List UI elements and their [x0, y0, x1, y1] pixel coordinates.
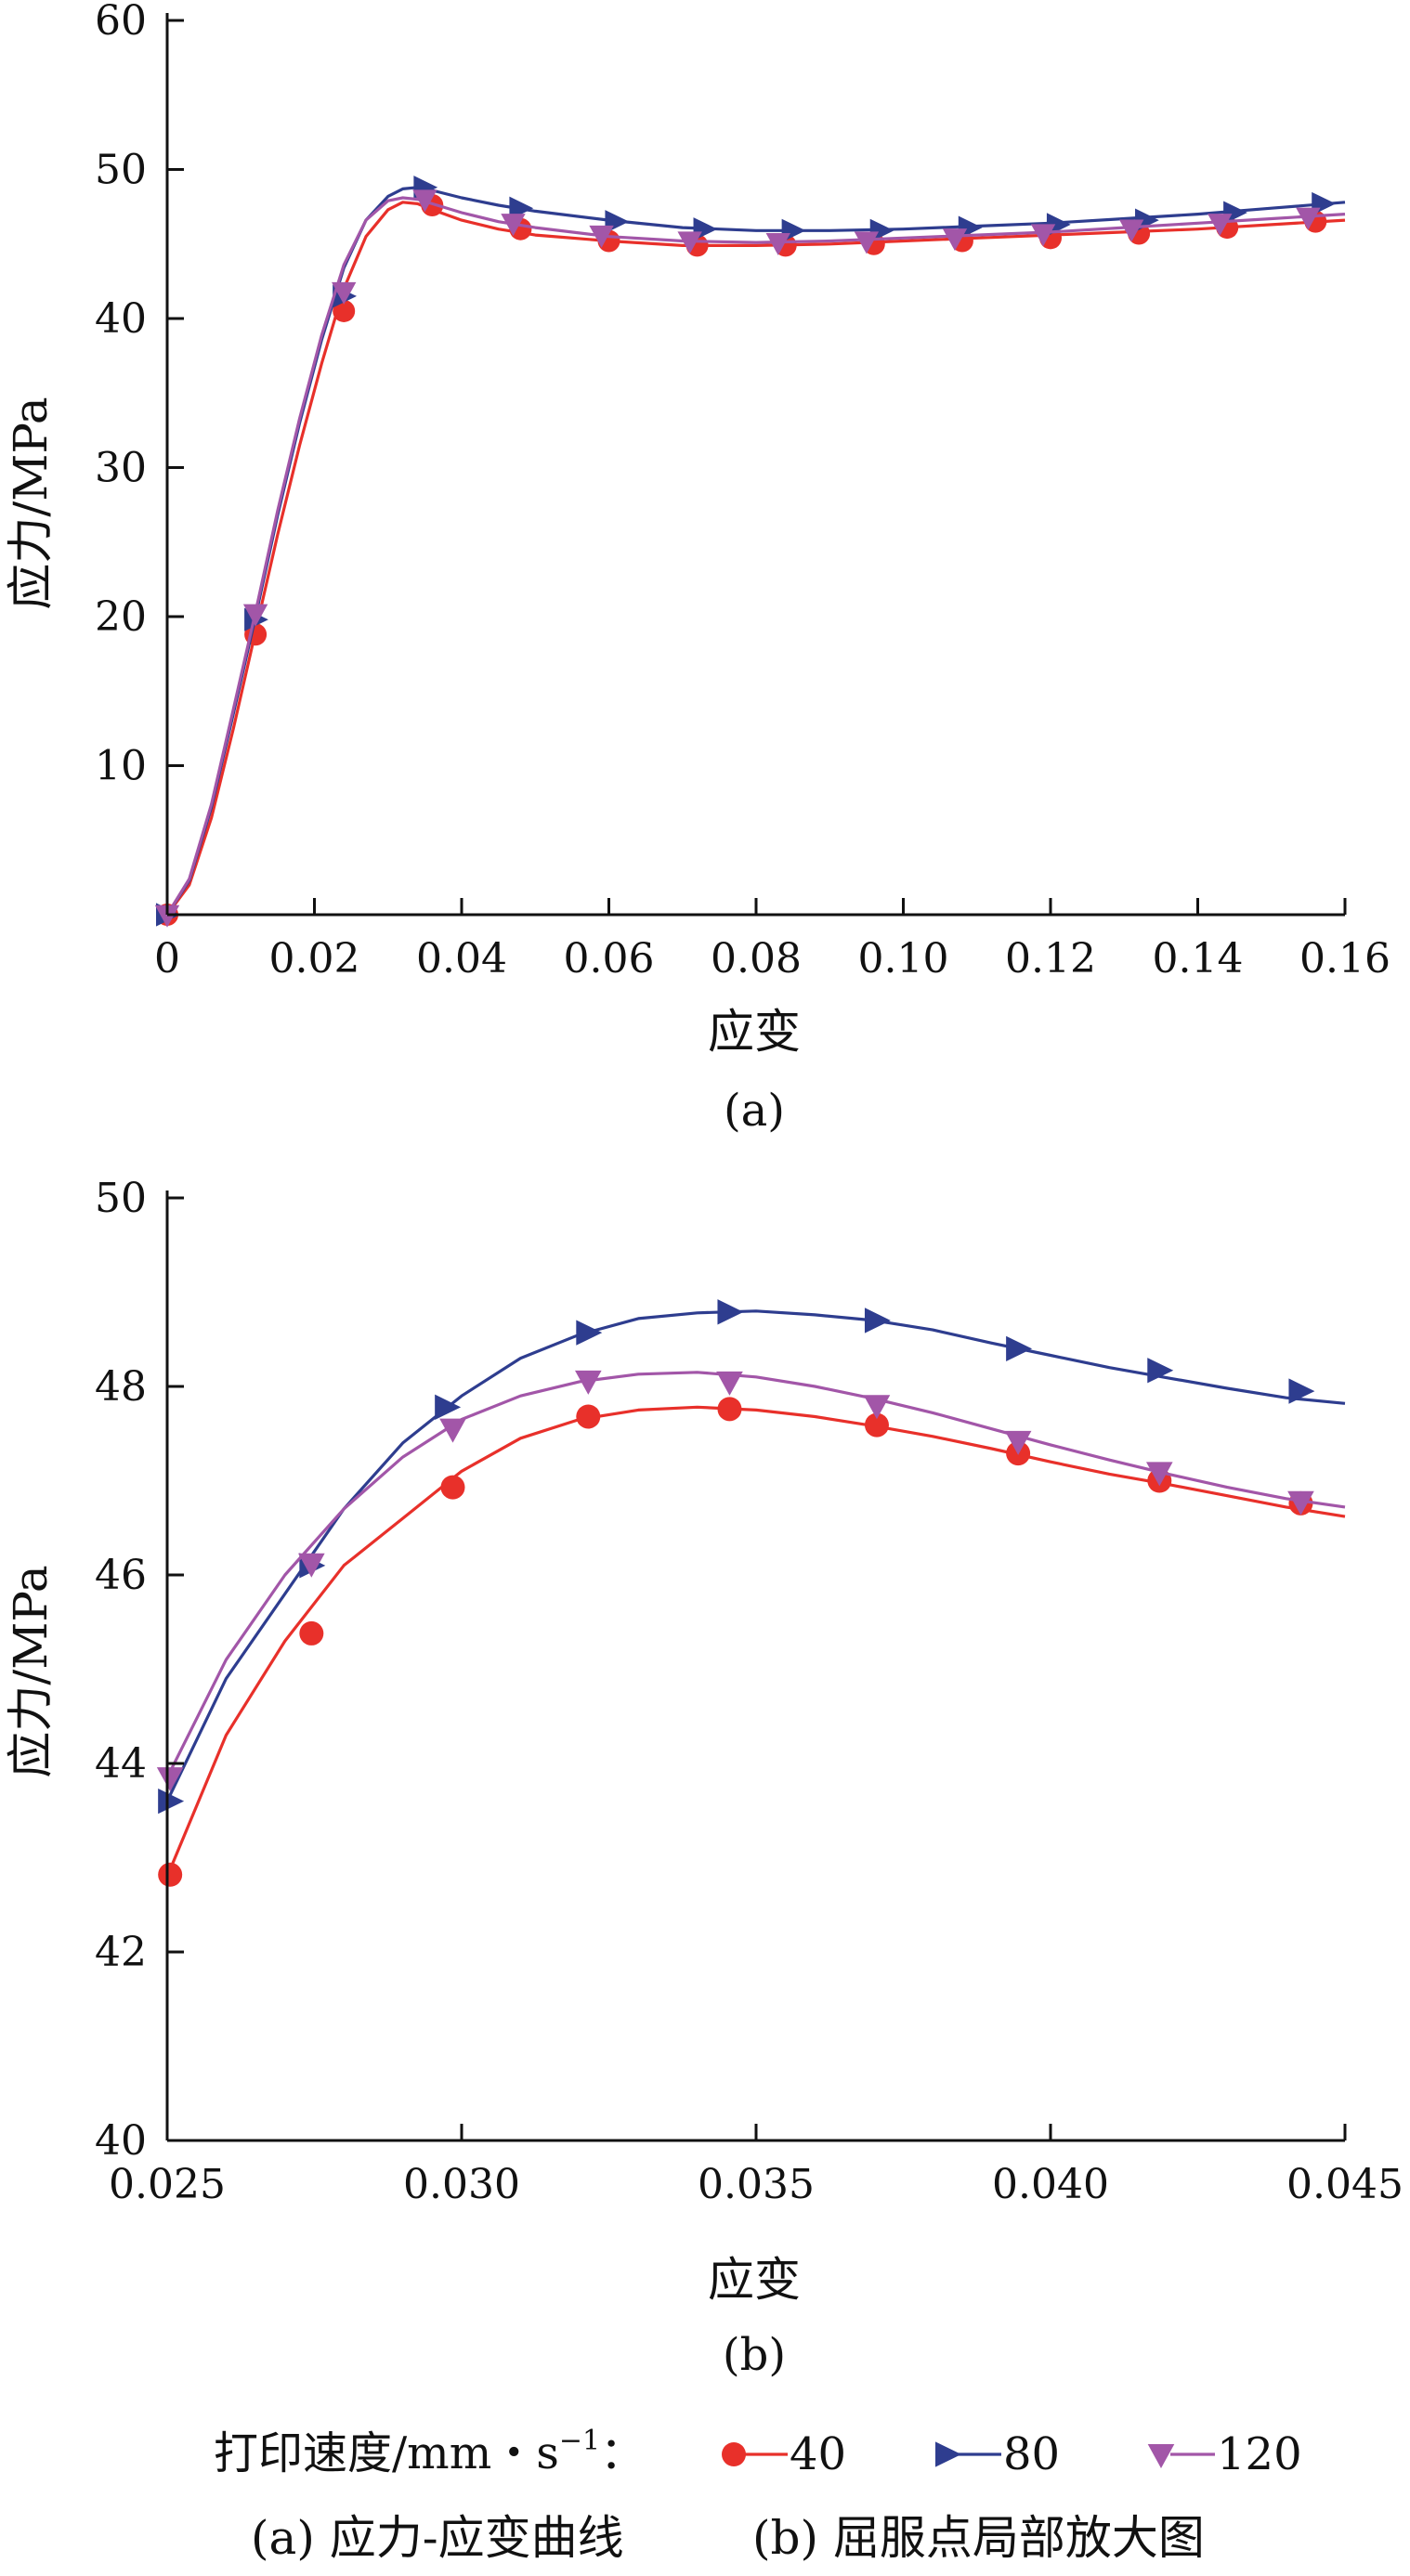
panel-a-xtick-label-7: 0.14: [1153, 935, 1244, 982]
panel-a-xlabel: 应变: [708, 1005, 801, 1059]
panel-a-series-120-line: [165, 196, 1346, 916]
panel-b-series-120-marker-1: [298, 1553, 325, 1578]
legend-label-40: 40: [790, 2428, 846, 2480]
legend-marker-120: [1147, 2443, 1175, 2468]
panel-a-axes: 0 0.02 0.04 0.06 0.08 0.10 0.12 0.14 0.16 10 20 30 4…: [95, 0, 1390, 982]
legend-items: 40 80 120: [722, 2428, 1302, 2480]
panel-b-series-120-marker-3: [575, 1370, 602, 1395]
panel-b-series-120-marker-2: [439, 1418, 466, 1443]
panel-b-xlabel: 应变: [708, 2253, 801, 2307]
panel-b-series-120-line: [165, 1371, 1346, 1778]
panel-b-ytick-label-1: 42: [95, 1929, 147, 1976]
panel-b-series-80-marker-5: [864, 1308, 891, 1334]
panel-a-series-40-line: [165, 201, 1346, 916]
panel-b-xtick-label-4: 0.045: [1286, 2161, 1403, 2208]
panel-b-series-80-marker-8: [1288, 1378, 1315, 1404]
panel-b-series-80-line: [165, 1309, 1346, 1802]
panel-b-ytick-label-2: 44: [95, 1740, 147, 1788]
panel-b-series-120-marker-0: [156, 1767, 184, 1792]
panel-a-series-120-marker-13: [1296, 207, 1321, 230]
panel-b-xtick-label-0: 0.025: [109, 2161, 226, 2208]
panel-a-marks: [154, 176, 1346, 928]
panel-b-ylabel: 应力/MPa: [4, 1565, 58, 1777]
caption: (a) 应力-应变曲线 (b) 屈服点局部放大图: [251, 2511, 1205, 2565]
legend-colon: ：: [600, 2427, 645, 2479]
panel-a-xtick-label-6: 0.12: [1005, 935, 1096, 982]
legend-marker-40: [722, 2442, 746, 2466]
panel-b-xtick-label-2: 0.035: [698, 2161, 815, 2208]
panel-a-xtick-label-3: 0.06: [564, 935, 655, 982]
panel-a-xtick-label-4: 0.08: [711, 935, 802, 982]
panel-a: 0 0.02 0.04 0.06 0.08 0.10 0.12 0.14 0.16 10 20 30 4…: [4, 0, 1390, 1137]
panel-a-ytick-label-5: 60: [95, 0, 147, 45]
panel-b-series-120-marker-8: [1287, 1490, 1314, 1516]
panel-a-ytick-label-0: 10: [95, 743, 147, 790]
panel-a-xtick-label-8: 0.16: [1299, 935, 1390, 982]
panel-b-series-80-marker-2: [435, 1394, 462, 1420]
legend-marker-80: [935, 2441, 961, 2467]
panel-b-series-40-marker-0: [158, 1862, 183, 1887]
caption-b: (b) 屈服点局部放大图: [752, 2511, 1205, 2565]
legend-superscript: −1: [559, 2425, 600, 2457]
panel-a-series-120-marker-0: [154, 904, 180, 928]
panel-b-xtick-label-3: 0.040: [992, 2161, 1109, 2208]
panel-a-xtick-label-0: 0: [154, 935, 180, 982]
panel-b-series-120-marker-4: [716, 1371, 743, 1396]
panel-a-xtick-label-5: 0.10: [858, 935, 949, 982]
panel-b-marks: [156, 1299, 1346, 1887]
panel-b-series-120-marker-6: [1004, 1430, 1032, 1455]
panel-b-axes: 0.025 0.030 0.035 0.040 0.045 40 42 44 46 48 50: [95, 1175, 1403, 2208]
panel-b-series-80-marker-3: [576, 1320, 603, 1346]
legend: 打印速度/mm・s−1： 40 80 120: [214, 2425, 1302, 2480]
panel-b-series-80-marker-7: [1147, 1358, 1174, 1384]
panel-a-series-120-marker-4: [501, 214, 526, 237]
panel-b-series-40-marker-4: [717, 1397, 742, 1422]
panel-b-series-120-marker-7: [1145, 1462, 1173, 1487]
panel-a-series-120-marker-2: [332, 281, 357, 305]
panel-a-series-120-marker-10: [1030, 224, 1056, 247]
caption-a: (a) 应力-应变曲线: [251, 2511, 624, 2565]
panel-b-series-40-marker-1: [299, 1620, 324, 1646]
panel-a-series-120-marker-6: [677, 231, 702, 254]
panel-a-series-120-marker-9: [942, 228, 968, 252]
panel-b-series-40-marker-3: [576, 1404, 601, 1429]
panel-a-series-120-marker-3: [412, 189, 437, 213]
legend-label-80: 80: [1003, 2428, 1060, 2480]
panel-a-label: (a): [724, 1085, 785, 1137]
panel-a-series-40-marker-2: [333, 299, 356, 322]
panel-b-ytick-label-3: 46: [95, 1552, 147, 1599]
panel-a-ytick-label-4: 50: [95, 147, 147, 194]
panel-a-series-120-marker-12: [1208, 214, 1233, 237]
legend-title: 打印速度/mm・s−1：: [214, 2425, 645, 2479]
panel-b-series-120-marker-5: [863, 1395, 891, 1420]
legend-prefix: 打印速度/mm・s: [214, 2427, 559, 2479]
panel-a-series-120-marker-8: [854, 231, 880, 254]
legend-label-120: 120: [1217, 2428, 1302, 2480]
panel-b-series-40-marker-5: [864, 1412, 889, 1438]
panel-a-ytick-label-3: 40: [95, 295, 147, 343]
panel-b: 0.025 0.030 0.035 0.040 0.045 40 42 44 46 48 50 应变…: [4, 1175, 1403, 2381]
panel-a-xtick-label-1: 0.02: [269, 935, 360, 982]
panel-a-ytick-label-1: 20: [95, 593, 147, 641]
panel-b-ytick-label-5: 50: [95, 1175, 147, 1222]
panel-a-ylabel: 应力/MPa: [4, 397, 58, 609]
panel-a-series-120-marker-11: [1118, 219, 1144, 242]
panel-b-ytick-label-4: 48: [95, 1363, 147, 1411]
panel-b-series-80-marker-4: [717, 1299, 744, 1325]
panel-b-series-40-marker-2: [440, 1475, 465, 1500]
panel-a-xtick-label-2: 0.04: [416, 935, 507, 982]
panel-a-series-120-marker-5: [589, 225, 614, 248]
panel-b-xtick-label-1: 0.030: [403, 2161, 520, 2208]
panel-b-ytick-label-0: 40: [95, 2117, 147, 2165]
panel-b-series-80-marker-0: [158, 1788, 185, 1815]
panel-b-label: (b): [723, 2329, 786, 2381]
panel-a-series-120-marker-7: [765, 232, 790, 255]
panel-b-series-80-marker-6: [1006, 1335, 1033, 1362]
panel-a-ytick-label-2: 30: [95, 445, 147, 492]
panel-a-series-120-marker-1: [242, 604, 268, 627]
